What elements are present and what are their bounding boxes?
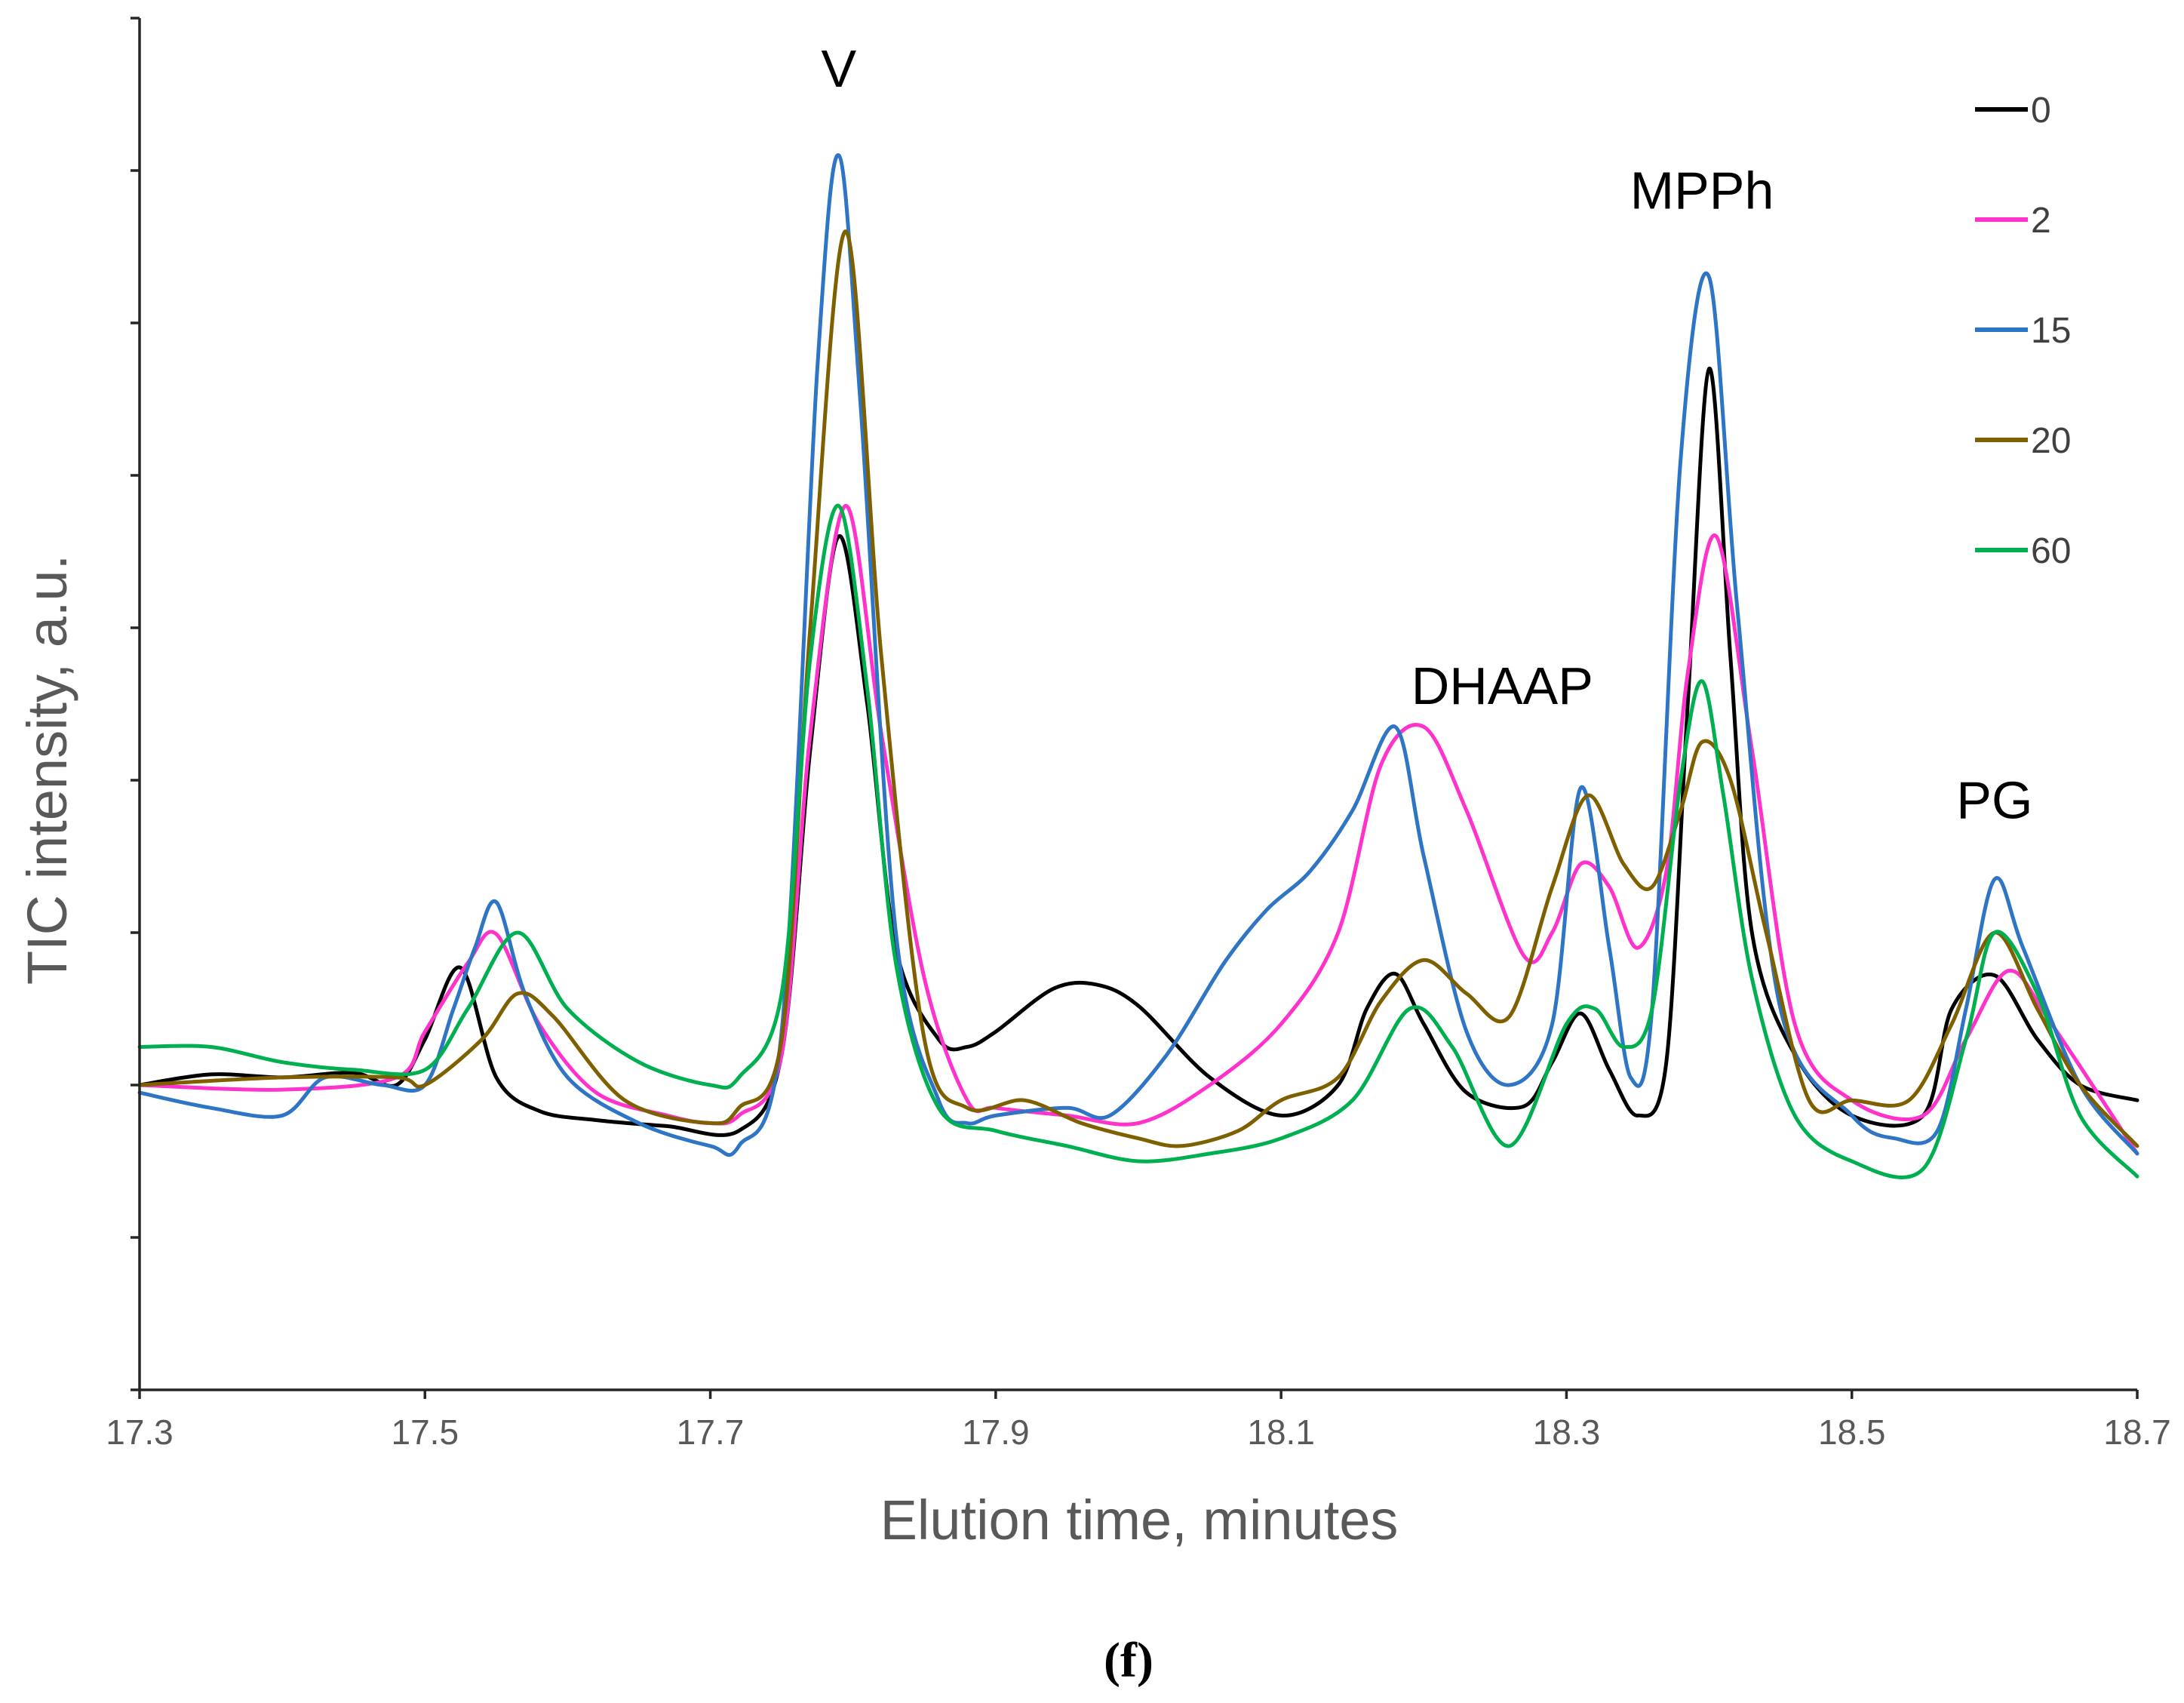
peak-label-dhaap: DHAAP: [1411, 656, 1593, 715]
x-tick-label: 17.7: [677, 1413, 745, 1452]
x-tick-label: 17.3: [106, 1413, 174, 1452]
series-line-0: [137, 367, 2139, 1137]
axes-layer: [138, 18, 2137, 1391]
peak-label-mpph: MPPh: [1630, 161, 1774, 220]
x-tick-label: 18.5: [1818, 1413, 1886, 1452]
x-tick-label: 18.7: [2103, 1413, 2171, 1452]
series-line-15: [137, 153, 2139, 1157]
legend-label-2: 2: [2031, 201, 2051, 241]
legend-label-0: 0: [2031, 91, 2051, 131]
y-tick-layer: [131, 17, 140, 1391]
x-tick-label: 17.5: [392, 1413, 459, 1452]
y-axis-title: TIC intensity, a.u.: [16, 555, 78, 985]
legend-label-15: 15: [2031, 311, 2071, 351]
panel-label: (f): [1104, 1633, 1153, 1688]
legend: 0 2 15 20 60: [1975, 91, 2071, 571]
peak-label-v: V: [821, 39, 856, 98]
x-tick-label: 18.3: [1533, 1413, 1601, 1452]
x-tick-label: 18.1: [1247, 1413, 1315, 1452]
legend-label-60: 60: [2031, 531, 2071, 571]
series-layer: [137, 153, 2139, 1179]
series-line-20: [137, 229, 2139, 1148]
x-tick-layer: 17.3 17.5 17.7 17.9 18.1 18.3 18.5 18.7: [106, 1390, 2171, 1452]
x-tick-label: 17.9: [962, 1413, 1030, 1452]
series-line-2: [137, 503, 2139, 1156]
peak-label-pg: PG: [1956, 771, 2032, 830]
series-line-60: [137, 503, 2139, 1179]
legend-label-20: 20: [2031, 421, 2071, 461]
annotation-layer: V MPPh DHAAP PG: [821, 39, 2032, 830]
x-axis-title: Elution time, minutes: [880, 1489, 1399, 1551]
